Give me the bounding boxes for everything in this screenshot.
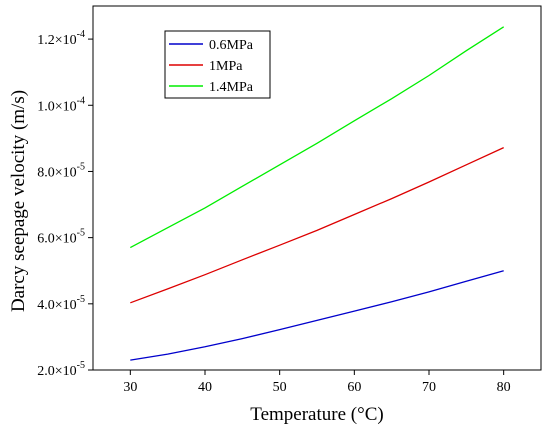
legend-label: 0.6MPa: [209, 38, 254, 53]
y-tick-label: 6.0×10-5: [37, 228, 85, 247]
y-axis-title: Darcy seepage velocity (m/s): [8, 90, 29, 312]
series-line-0-6mpa: [130, 270, 504, 361]
series-line-1mpa: [130, 147, 504, 304]
x-tick-label: 40: [198, 380, 212, 395]
y-tick-label: 8.0×10-5: [37, 161, 85, 180]
legend-label: 1.4MPa: [209, 80, 254, 95]
y-tick-label: 2.0×10-5: [37, 360, 85, 379]
plot-frame: [92, 5, 542, 371]
y-tick-label: 4.0×10-5: [37, 294, 85, 313]
legend-label: 1MPa: [209, 59, 243, 74]
x-tick-label: 50: [273, 380, 287, 395]
x-tick-label: 30: [123, 380, 137, 395]
series-line-1-4mpa: [129, 26, 505, 249]
x-tick-label: 60: [347, 380, 361, 395]
y-tick-label: 1.2×10-4: [37, 29, 85, 48]
x-axis-title: Temperature (°C): [250, 404, 383, 425]
x-tick-label: 80: [497, 380, 511, 395]
y-tick-label: 1.0×10-4: [37, 95, 85, 114]
x-tick-label: 70: [422, 380, 436, 395]
